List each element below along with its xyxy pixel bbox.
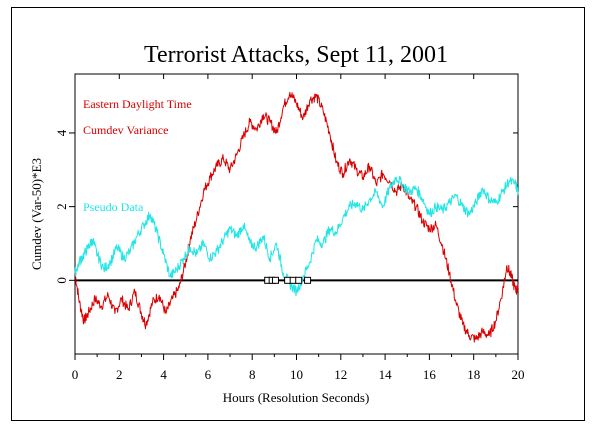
series-layer <box>74 91 519 343</box>
x-tick-label: 16 <box>423 367 437 382</box>
x-tick-label: 2 <box>116 367 123 382</box>
y-tick-label: 2 <box>54 203 69 210</box>
x-tick-label: 10 <box>290 367 303 382</box>
x-tick-label: 14 <box>379 367 393 382</box>
x-tick-label: 6 <box>205 367 212 382</box>
x-tick-label: 8 <box>249 367 256 382</box>
x-tick-label: 4 <box>160 367 167 382</box>
event-markers <box>264 276 312 284</box>
x-axis: 0 2 4 6 8 10 12 14 16 18 20 <box>72 74 525 382</box>
annotation-pseudo-data: Pseudo Data <box>83 200 144 214</box>
y-axis-label: Cumdev (Var-50)*E3 <box>29 158 44 270</box>
event-marker <box>271 276 279 284</box>
series-line-cumdev-variance <box>74 91 519 343</box>
annotation-cumdev: Cumdev Variance <box>83 123 168 137</box>
event-marker <box>304 276 312 284</box>
x-axis-label: Hours (Resolution Seconds) <box>223 390 370 405</box>
series-line-pseudo-data <box>74 176 519 297</box>
chart-frame <box>11 7 585 421</box>
x-tick-label: 12 <box>334 367 347 382</box>
y-tick-label: 4 <box>54 129 69 136</box>
x-tick-label: 20 <box>512 367 525 382</box>
chart-title: Terrorist Attacks, Sept 11, 2001 <box>144 42 448 68</box>
annotation-timezone: Eastern Daylight Time <box>83 97 192 111</box>
x-tick-label: 0 <box>72 367 79 382</box>
x-tick-label: 18 <box>467 367 480 382</box>
event-marker <box>295 276 303 284</box>
y-tick-label: 0 <box>54 277 69 284</box>
